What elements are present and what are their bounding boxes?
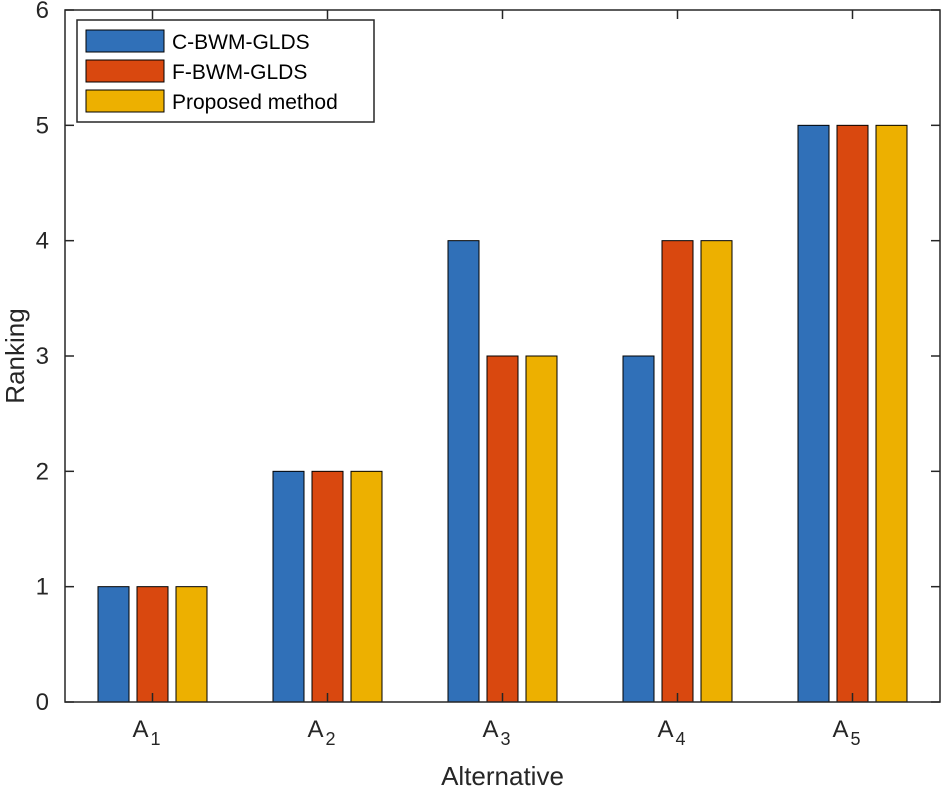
- legend-label: Proposed method: [172, 91, 338, 114]
- ticks-layer: 0 1 2 3 4 5 6 A 1 A 2 A 3 A 4 A 5: [36, 0, 940, 749]
- y-tick-label: 4: [36, 228, 49, 255]
- bar-proposed-method-a3: [525, 355, 558, 703]
- bar-c-bwm-glds-a4: [622, 355, 655, 703]
- bars-layer: [97, 124, 908, 703]
- bar-proposed-method-a1: [175, 586, 208, 703]
- bar-f-bwm-glds-a3: [486, 355, 519, 703]
- bar-c-bwm-glds-a5: [797, 124, 830, 703]
- y-tick-label: 2: [36, 458, 49, 485]
- legend-swatch: [85, 29, 165, 53]
- bar-proposed-method-a2: [350, 470, 383, 703]
- bar-f-bwm-glds-a5: [836, 124, 869, 703]
- legend-swatch: [85, 89, 165, 113]
- y-tick-label: 5: [36, 112, 49, 139]
- x-axis-label: Alternative: [441, 761, 564, 788]
- legend-label: F-BWM-GLDS: [172, 61, 307, 84]
- bar-f-bwm-glds-a1: [136, 586, 169, 703]
- y-tick-label: 3: [36, 343, 49, 370]
- bar-c-bwm-glds-a2: [272, 470, 305, 703]
- bar-f-bwm-glds-a4: [661, 240, 694, 703]
- y-tick-label: 1: [36, 574, 49, 601]
- bar-proposed-method-a4: [700, 240, 733, 703]
- bar-f-bwm-glds-a2: [311, 470, 344, 703]
- bar-proposed-method-a5: [875, 124, 908, 703]
- y-axis-label: Ranking: [0, 308, 30, 403]
- bar-c-bwm-glds-a3: [447, 240, 480, 703]
- legend-swatch: [85, 59, 165, 83]
- y-tick-label: 6: [36, 0, 49, 24]
- legend: C-BWM-GLDS F-BWM-GLDS Proposed method: [76, 19, 375, 123]
- legend-label: C-BWM-GLDS: [172, 31, 310, 54]
- bar-c-bwm-glds-a1: [97, 586, 130, 703]
- y-tick-label: 0: [36, 689, 49, 716]
